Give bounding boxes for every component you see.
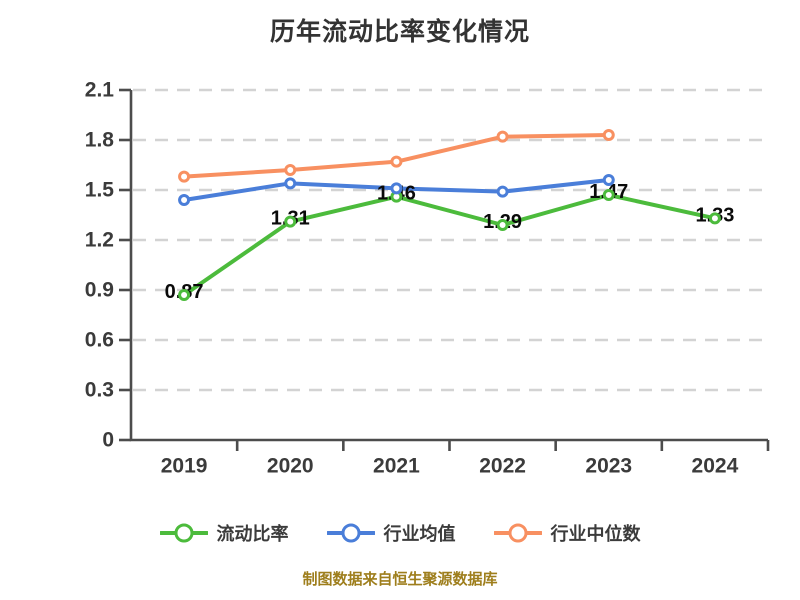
y-axis-label: 0.9 [85,279,114,302]
y-axis-label: 2.1 [85,79,115,102]
y-axis-label: 0.3 [85,379,114,402]
y-axis-label: 0 [102,429,114,452]
data-point-marker [496,219,509,231]
legend-marker-icon [326,523,375,543]
y-axis-label: 1.2 [85,229,114,252]
series-line-current-ratio [182,193,717,297]
data-source-note: 制图数据来自恒生聚源数据库 [302,571,498,588]
data-point-marker [602,189,615,201]
x-axis-label: 2021 [373,455,420,478]
x-axis-label: 2019 [161,455,208,478]
legend-label: 行业均值 [383,524,456,544]
data-point-marker [284,164,297,176]
x-axis-label: 2023 [585,455,632,478]
legend-item-industry-mean[interactable]: 行业均值 [326,520,456,546]
data-point-marker [390,155,403,168]
x-axis-labels: 2019 2020 2021 2022 2023 2024 [161,455,739,478]
markers-industry-mean [178,174,615,206]
data-point-marker [178,170,191,183]
data-labels-current-ratio: 0.871.311.461.291.471.33 [165,181,735,303]
x-axis-label: 2022 [479,455,526,478]
markers-industry-median [178,129,615,183]
y-axis-label: 0.6 [85,329,114,352]
legend-item-industry-median[interactable]: 行业中位数 [493,520,641,546]
legend-marker-icon [493,523,542,543]
y-axis-labels: 0 0.3 0.6 0.9 1.2 1.5 1.8 2.1 [85,79,115,452]
data-point-marker [284,177,297,190]
data-point-marker [284,215,297,228]
chart-title: 历年流动比率变化情况 [269,18,530,46]
x-axis-label: 2020 [267,455,314,478]
legend: 流动比率 行业均值 行业中位数 [0,520,800,546]
data-point-marker [708,212,721,225]
data-point-marker [496,185,509,198]
x-axis-label: 2024 [692,455,739,478]
data-point-marker [178,289,191,301]
data-point-marker [390,182,403,195]
legend-marker-icon [159,523,208,543]
data-point-marker [602,129,615,141]
axes [119,88,770,451]
legend-label: 行业中位数 [550,524,641,544]
legend-item-current-ratio[interactable]: 流动比率 [159,520,289,546]
markers-current-ratio [178,189,721,301]
data-point-marker [496,130,509,143]
data-point-marker [602,174,615,186]
data-point-marker [178,194,191,206]
legend-label: 流动比率 [216,524,289,544]
y-axis-label: 1.8 [85,129,115,152]
gridlines [133,88,768,392]
y-axis-label: 1.5 [85,179,115,202]
